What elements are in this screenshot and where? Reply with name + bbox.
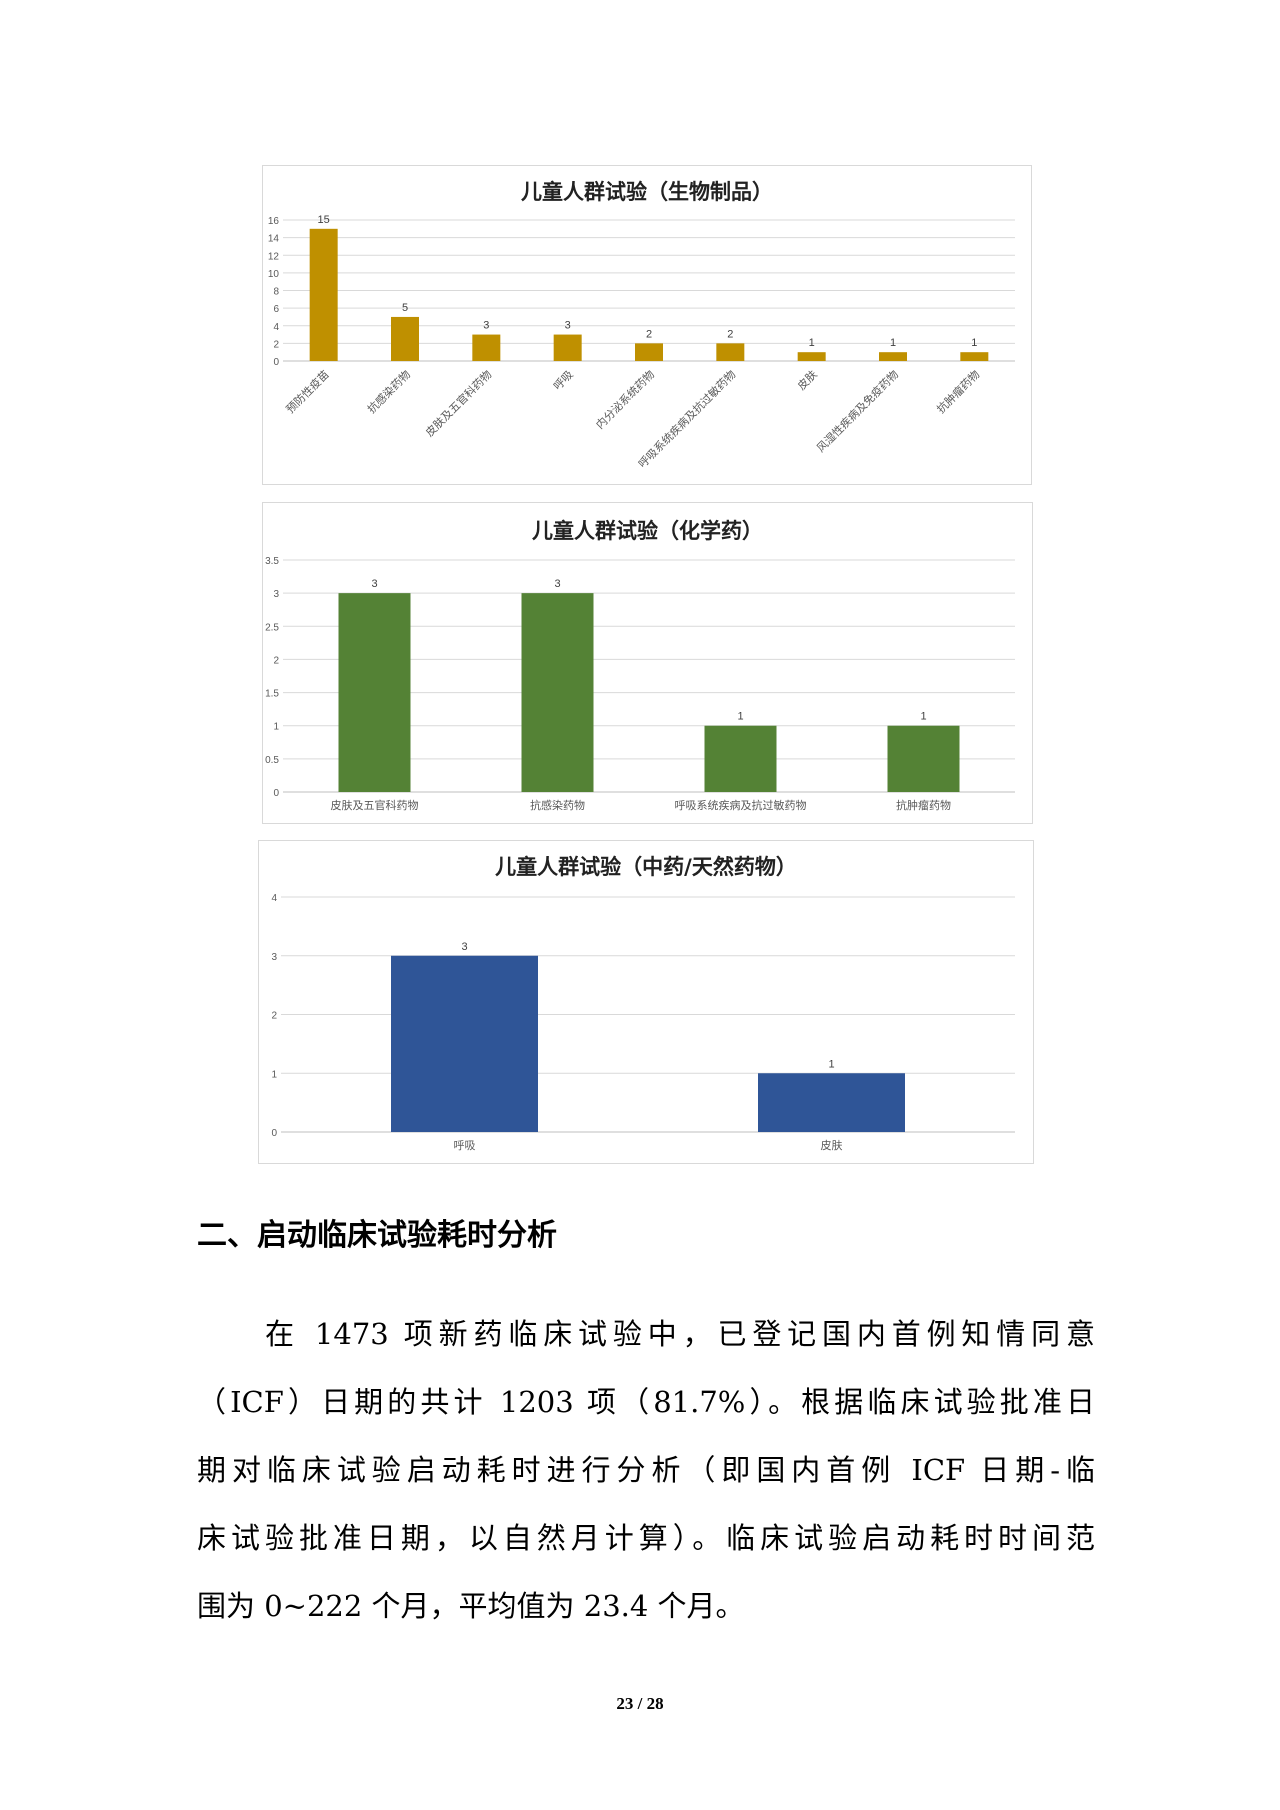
x-tick-label: 内分泌系统药物: [593, 367, 657, 431]
y-tick-label: 8: [273, 287, 279, 298]
data-label: 3: [461, 941, 467, 953]
paragraph-line: 期对临床试验启动耗时进行分析（即国内首例 ICF 日期-临: [197, 1453, 1095, 1487]
bar: [472, 334, 501, 361]
bar: [879, 352, 907, 361]
bar: [887, 725, 960, 792]
y-tick-label: 12: [268, 251, 280, 262]
data-label: 2: [646, 328, 652, 340]
y-tick-label: 1: [273, 722, 279, 733]
chart-plot: 0 1 2 3 4 3 呼吸 1 皮肤: [271, 893, 1015, 1152]
y-tick-label: 2: [273, 655, 279, 666]
x-tick-label: 呼吸: [551, 368, 576, 393]
chart-title: 儿童人群试验（中药/天然药物）: [495, 855, 797, 879]
y-tick-label: 14: [268, 234, 280, 245]
bar: [635, 343, 663, 361]
x-tick-label: 呼吸: [454, 1139, 476, 1152]
data-label: 5: [402, 302, 408, 314]
chart-biologics: 儿童人群试验（生物制品） 0 2 4 6 8 10 12 14 16 15 预防性疫苗 5 抗感染药物 3…: [262, 165, 1032, 485]
x-tick-label: 抗肿瘤药物: [934, 367, 983, 416]
data-label: 3: [371, 578, 377, 590]
x-tick-label: 呼吸系统疾病及抗过敏药物: [675, 798, 807, 812]
data-label: 3: [483, 320, 489, 332]
chart-tcm-natural-drugs: 儿童人群试验（中药/天然药物） 0 1 2 3 4 3 呼吸 1 皮肤: [258, 840, 1034, 1164]
y-tick-label: 0: [273, 788, 279, 799]
x-tick-label: 抗感染药物: [364, 367, 413, 416]
data-label: 1: [828, 1058, 834, 1070]
x-tick-label: 风湿性疾病及免疫药物: [813, 367, 901, 455]
x-tick-label: 预防性疫苗: [283, 367, 332, 416]
paragraph-line: 围为 0~222 个月，平均值为 23.4 个月。: [197, 1589, 745, 1623]
paragraph-line: 床试验批准日期，以自然月计算）。临床试验启动耗时时间范: [197, 1521, 1095, 1555]
x-tick-label: 抗肿瘤药物: [896, 798, 951, 812]
y-tick-label: 16: [268, 216, 280, 227]
y-tick-label: 4: [271, 893, 277, 904]
bar: [521, 593, 594, 792]
y-tick-label: 1.5: [265, 689, 279, 700]
bar: [338, 593, 411, 792]
x-tick-label: 皮肤及五官科药物: [331, 798, 419, 812]
y-tick-label: 0.5: [265, 755, 279, 766]
data-label: 1: [971, 337, 977, 349]
y-tick-label: 3: [271, 952, 277, 963]
y-tick-label: 0: [273, 357, 279, 368]
bar: [960, 352, 989, 361]
x-tick-label: 抗感染药物: [530, 798, 585, 812]
y-tick-label: 3.5: [265, 556, 279, 567]
data-label: 1: [920, 711, 926, 723]
section-heading: 二、启动临床试验耗时分析: [197, 1218, 557, 1253]
y-tick-label: 6: [273, 304, 279, 315]
x-tick-label: 皮肤及五官科药物: [422, 367, 494, 439]
y-tick-label: 0: [271, 1128, 277, 1139]
paragraph-line: （ICF）日期的共计 1203 项（81.7%）。根据临床试验批准日: [197, 1385, 1095, 1419]
page-number: 23 / 28: [616, 1694, 664, 1713]
chart-title: 儿童人群试验（化学药）: [532, 519, 763, 543]
bar: [553, 334, 582, 361]
y-tick-label: 3: [273, 589, 279, 600]
y-tick-label: 2: [273, 339, 279, 350]
bar: [758, 1073, 905, 1132]
bar: [309, 228, 338, 361]
data-label: 1: [737, 711, 743, 723]
data-label: 1: [890, 337, 896, 349]
chart-title: 儿童人群试验（生物制品）: [521, 180, 773, 204]
bar: [797, 352, 826, 361]
data-label: 1: [809, 337, 815, 349]
data-label: 3: [554, 578, 560, 590]
x-tick-label: 皮肤: [821, 1138, 843, 1152]
chart-plot: 0 0.5 1 1.5 2 2.5 3 3.5 3 皮肤及五官科药物 3 抗感染药物 1 呼吸系统疾病及抗…: [265, 556, 1015, 812]
bar: [391, 955, 538, 1132]
chart-chemical-drugs: 儿童人群试验（化学药） 0 0.5 1 1.5 2 2.5 3 3.5 3 皮肤及五官科药物 3 抗感…: [262, 502, 1033, 824]
data-label: 3: [565, 320, 571, 332]
body-paragraph: 在 1473 项新药临床试验中，已登记国内首例知情同意 （ICF）日期的共计 1…: [197, 1300, 1095, 1640]
data-label: 2: [727, 328, 733, 340]
bar: [704, 725, 777, 792]
y-tick-label: 2.5: [265, 622, 279, 633]
data-label: 15: [318, 214, 330, 226]
bar: [391, 316, 419, 361]
paragraph-line: 在 1473 项新药临床试验中，已登记国内首例知情同意: [265, 1317, 1095, 1351]
y-tick-label: 4: [273, 322, 279, 333]
bar: [716, 343, 745, 361]
y-tick-label: 1: [271, 1069, 277, 1080]
y-tick-label: 10: [268, 269, 280, 280]
x-tick-label: 皮肤: [794, 367, 819, 392]
y-tick-label: 2: [271, 1011, 277, 1022]
